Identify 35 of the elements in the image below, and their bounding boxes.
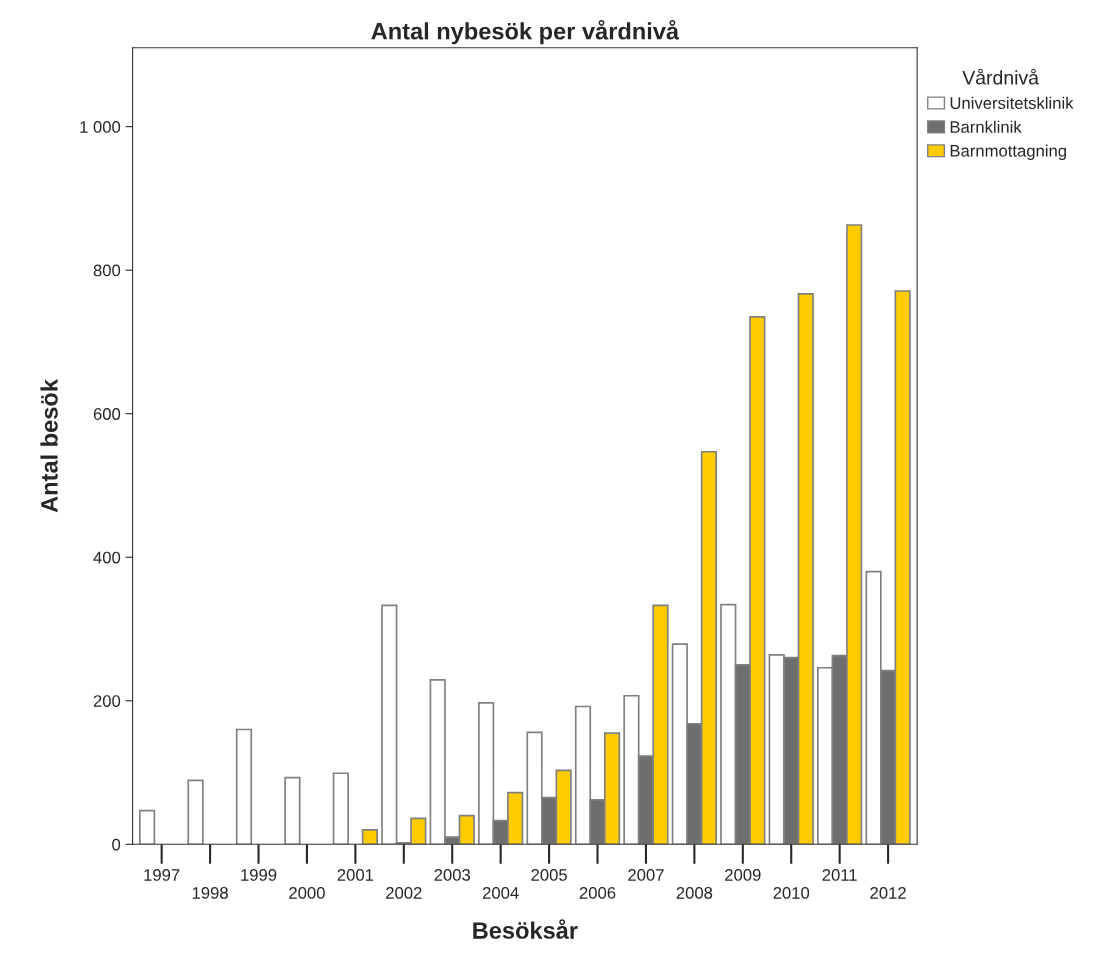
bar: [235, 728, 253, 845]
x-tick-label: 2011: [822, 869, 857, 881]
legend-label: Barnmottagning: [950, 144, 1066, 161]
legend-label: Barnklinik: [950, 120, 1022, 133]
bar: [139, 809, 156, 845]
x-tick-label: 2010: [773, 886, 810, 899]
bar: [361, 829, 379, 845]
x-tick-label: 2002: [386, 886, 422, 899]
x-tick-label: 2007: [628, 869, 664, 881]
y-tick-label: 200: [93, 695, 121, 707]
y-axis-title: Antal besök: [40, 379, 58, 513]
x-tick-label: 1998: [192, 886, 228, 899]
x-tick-label: 2006: [579, 886, 616, 899]
y-tick-label: 600: [93, 408, 121, 420]
x-tick-label: 2005: [531, 869, 567, 881]
x-tick-label: 2009: [725, 869, 761, 881]
y-tick-label: 0: [112, 838, 121, 851]
bar: [332, 772, 349, 845]
bar: [187, 779, 204, 845]
x-axis-title: Besöksår: [473, 919, 578, 939]
legend-title: Vårdnivå: [962, 68, 1039, 85]
x-tick-label: 2003: [434, 869, 471, 881]
chart-title: Antal nybesök per vårdnivå: [371, 19, 680, 45]
x-tick-label: 2000: [289, 886, 325, 899]
x-tick-label: 2001: [337, 869, 374, 881]
y-tick-label: 400: [93, 551, 121, 564]
y-tick-label: 800: [93, 264, 121, 277]
y-tick-label: 1 000: [80, 121, 121, 133]
bar: [284, 776, 301, 845]
x-tick-label: 2008: [676, 886, 713, 899]
legend-label: Universitetsklinik: [950, 96, 1074, 109]
x-tick-label: 2004: [482, 886, 519, 899]
x-tick-label: 1999: [241, 869, 277, 881]
x-tick-label: 2012: [870, 886, 906, 899]
x-tick-label: 1997: [144, 869, 180, 881]
